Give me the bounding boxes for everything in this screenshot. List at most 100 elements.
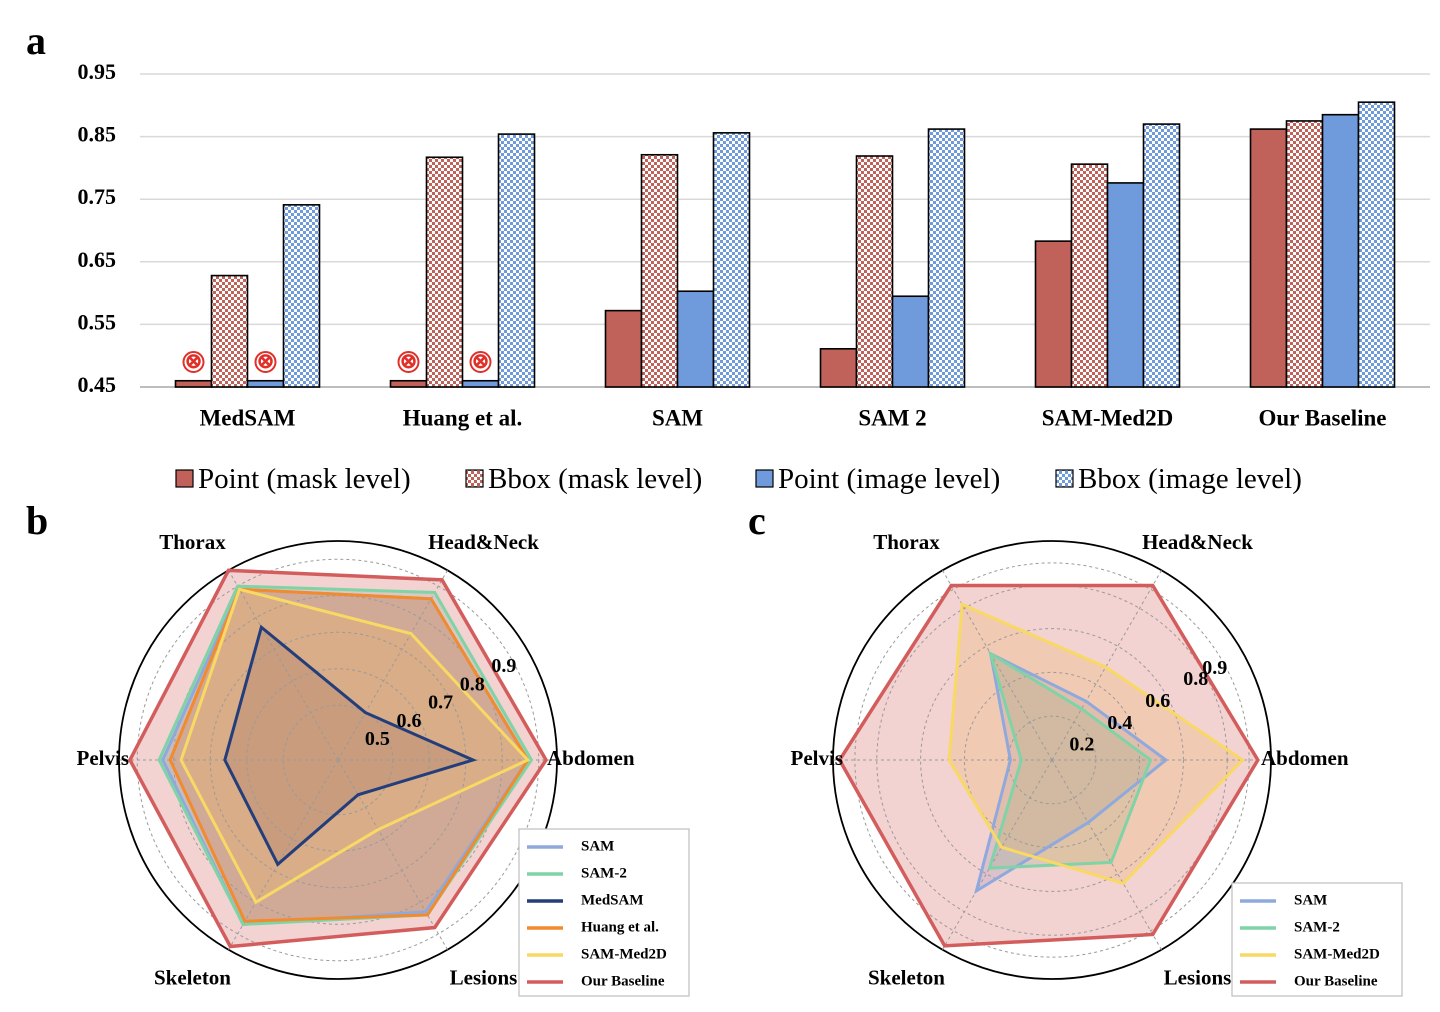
x-tick-label: SAM 2 [858,405,926,430]
bar [927,128,966,388]
radar-axis-label: Abdomen [1261,746,1349,770]
radar-axis-label: Skeleton [868,965,945,989]
legend-swatch [465,469,484,488]
bar-y-axis-ticks: 0.45 0.55 0.65 0.75 0.85 0.95 [78,59,117,397]
legend-swatch [1055,469,1074,488]
y-tick-label: 0.65 [78,247,117,272]
bar [855,155,894,388]
bar [1249,128,1288,388]
bar [1285,120,1324,388]
bar-gridlines [140,73,1430,388]
legend-swatch [175,469,194,488]
radar-series-line [168,587,530,923]
radar-series-line [947,602,1245,885]
bar [1357,101,1396,388]
radar-axis-label: Lesions [1164,965,1232,989]
y-tick-label: 0.75 [78,184,117,209]
bar [712,132,751,388]
radar-axis-label: Abdomen [547,746,635,770]
bar-bars [174,101,1396,388]
bar [246,379,285,388]
radar-area [976,653,1166,891]
not-supported-icon-glyph: ⊗ [184,348,203,373]
bar [604,309,643,388]
not-supported-markers: ⊗ ⊗ ⊗ ⊗ [182,348,492,373]
radar-ring-label: 0.6 [1145,690,1170,712]
radar-legend-label: MedSAM [581,892,644,908]
radar-legend-label: SAM [581,838,614,854]
legend-label: Bbox (image level) [1078,463,1302,495]
x-tick-label: SAM [652,405,703,430]
bar-x-axis-ticks: MedSAM Huang et al. SAM SAM 2 SAM-Med2D Our B… [200,405,1387,430]
bar [1321,113,1360,388]
not-supported-icon-glyph: ⊗ [399,348,418,373]
radar-axis-label: Skeleton [154,965,231,989]
bar [1106,182,1145,388]
radar-ring-label: 0.2 [1069,734,1094,756]
panel-label-c: c [748,498,766,543]
not-supported-icon [254,351,277,373]
radar-spoke [337,759,448,950]
radar-legend-label: SAM-2 [1294,919,1340,935]
radar-ring-label: 0.4 [1107,712,1132,734]
radar-axis-label: Thorax [159,530,226,554]
not-supported-icon [182,351,205,373]
radar-axis-label: Pelvis [77,746,130,770]
radar-spoke [228,570,339,761]
bar [1142,123,1181,388]
bar [640,153,679,388]
x-tick-label: SAM-Med2D [1042,405,1174,430]
radar-area [129,570,547,947]
panel-label-a: a [26,18,46,63]
not-supported-icon-glyph: ⊗ [471,348,490,373]
bar [282,204,321,388]
bar [891,295,930,388]
bar [425,156,464,388]
radar-legend-label: SAM [1294,892,1327,908]
y-tick-label: 0.45 [78,372,117,397]
legend-label: Point (image level) [778,463,1000,495]
radar-axis-label: Pelvis [791,746,844,770]
x-tick-label: Our Baseline [1258,405,1386,430]
legend-label: Bbox (mask level) [488,463,702,495]
radar-ring-label: 0.6 [397,710,422,732]
radar-spoke [228,759,339,950]
not-supported-icon [397,351,420,373]
not-supported-icon-glyph: ⊗ [256,348,275,373]
bar [461,379,500,388]
radar-axis-label: Thorax [873,530,940,554]
radar-legend-label: Huang et al. [581,919,659,935]
panel-label-b: b [26,498,48,543]
y-tick-label: 0.85 [78,122,117,147]
radar-series-line [223,624,478,867]
radar-spoke [1051,570,1162,761]
radar-legend-label: Our Baseline [581,973,665,989]
radar-ring [963,671,1141,849]
bar [676,290,715,388]
radar-spoke [942,570,1053,761]
radar-ring-label: 0.9 [491,655,516,677]
radar-legend-label: SAM-Med2D [1294,946,1380,962]
radar-legend-label: SAM-Med2D [581,946,667,962]
radar-series-line [179,587,531,905]
radar-ring-label: 0.8 [1183,668,1208,690]
radar-ring-label: 0.8 [460,673,485,695]
legend-label: Point (mask level) [198,463,411,495]
x-tick-label: Huang et al. [403,405,522,430]
radar-legend-box [518,828,690,997]
y-tick-label: 0.55 [78,309,117,334]
radar-spoke [337,570,448,761]
radar-series-line [974,651,1169,895]
y-tick-label: 0.95 [78,59,117,84]
radar-area [989,653,1151,869]
radar-axis-label: Lesions [450,965,518,989]
radar-axis-label: Head&Neck [428,530,539,554]
radar-legend-label: SAM-2 [581,865,627,881]
bar [210,274,249,388]
bar-legend: Point (mask level) Bbox (mask level) Point… [175,463,1302,495]
radar-ring-label: 0.7 [428,692,453,714]
radar-ring [920,628,1184,892]
radar-series-line [837,583,1260,948]
legend-swatch [755,469,774,488]
